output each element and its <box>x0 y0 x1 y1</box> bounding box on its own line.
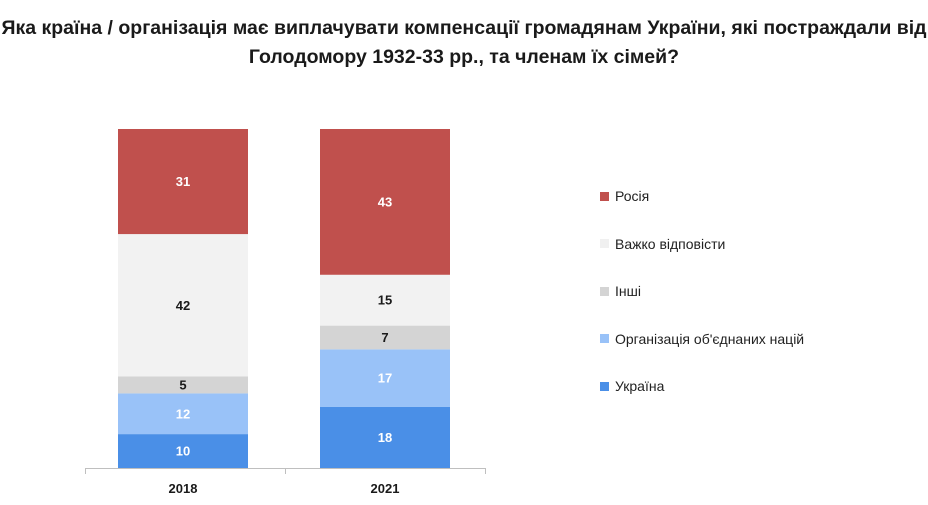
bar-segment-2018-україна <box>118 434 248 468</box>
x-tick-label-2018: 2018 <box>169 481 198 496</box>
bar-segment-2021-україна <box>320 406 450 468</box>
legend-swatch <box>600 286 609 296</box>
data-label-2021-інші: 7 <box>381 330 388 345</box>
legend-item-росія: Росія <box>600 186 804 206</box>
data-label-2018-важко-відповісти: 42 <box>176 298 190 313</box>
legend-swatch <box>600 191 609 201</box>
legend-item-україна: Україна <box>600 376 804 396</box>
legend-label: Інші <box>615 283 641 299</box>
bar-segment-2018-організація-об-єднаних-націй <box>118 393 248 435</box>
bar-segment-2021-важко-відповісти <box>320 274 450 326</box>
bar-segment-2018-інші <box>118 376 248 394</box>
chart-title-line-1: Яка країна / організація має виплачувати… <box>1 17 927 39</box>
data-label-2021-важко-відповісти: 15 <box>378 293 392 308</box>
bar-segment-2021-росія <box>320 129 450 275</box>
bar-segment-2018-важко-відповісти <box>118 234 248 377</box>
legend-label: Організація об'єднаних націй <box>615 330 805 347</box>
legend-swatch <box>600 334 609 343</box>
legend-item-організація-об-єднаних-націй: Організація об'єднаних націй <box>600 329 804 349</box>
bar-segment-2021-інші <box>320 325 450 350</box>
legend-label: Україна <box>615 378 665 394</box>
data-label-2018-організація-об-єднаних-націй: 12 <box>176 406 190 421</box>
data-label-2021-організація-об-єднаних-націй: 17 <box>378 371 392 386</box>
data-label-2018-інші: 5 <box>179 377 186 392</box>
data-label-2021-росія: 43 <box>378 194 392 209</box>
legend-item-інші: Інші <box>600 281 804 301</box>
bar-segment-2018-росія <box>118 129 248 235</box>
legend-label: Росія <box>615 188 650 204</box>
legend-item-важко-відповісти: Важко відповісти <box>600 234 804 254</box>
data-label-2018-росія: 31 <box>176 174 190 189</box>
bar-segment-2021-організація-об-єднаних-націй <box>320 349 450 407</box>
chart-legend: Росія Важко відповісти Інші Організація об'… <box>600 186 804 424</box>
legend-label: Важко відповісти <box>615 235 726 252</box>
data-label-2021-україна: 18 <box>378 430 392 445</box>
chart-title-line-2: Голодомору 1932-33 рр., та членам їх сім… <box>248 46 680 68</box>
chart-title: Яка країна / організація має виплачувати… <box>0 14 928 72</box>
legend-swatch <box>600 239 609 248</box>
legend-swatch <box>600 381 609 391</box>
x-tick-label-2021: 2021 <box>371 481 400 496</box>
data-label-2018-україна: 10 <box>176 444 190 459</box>
